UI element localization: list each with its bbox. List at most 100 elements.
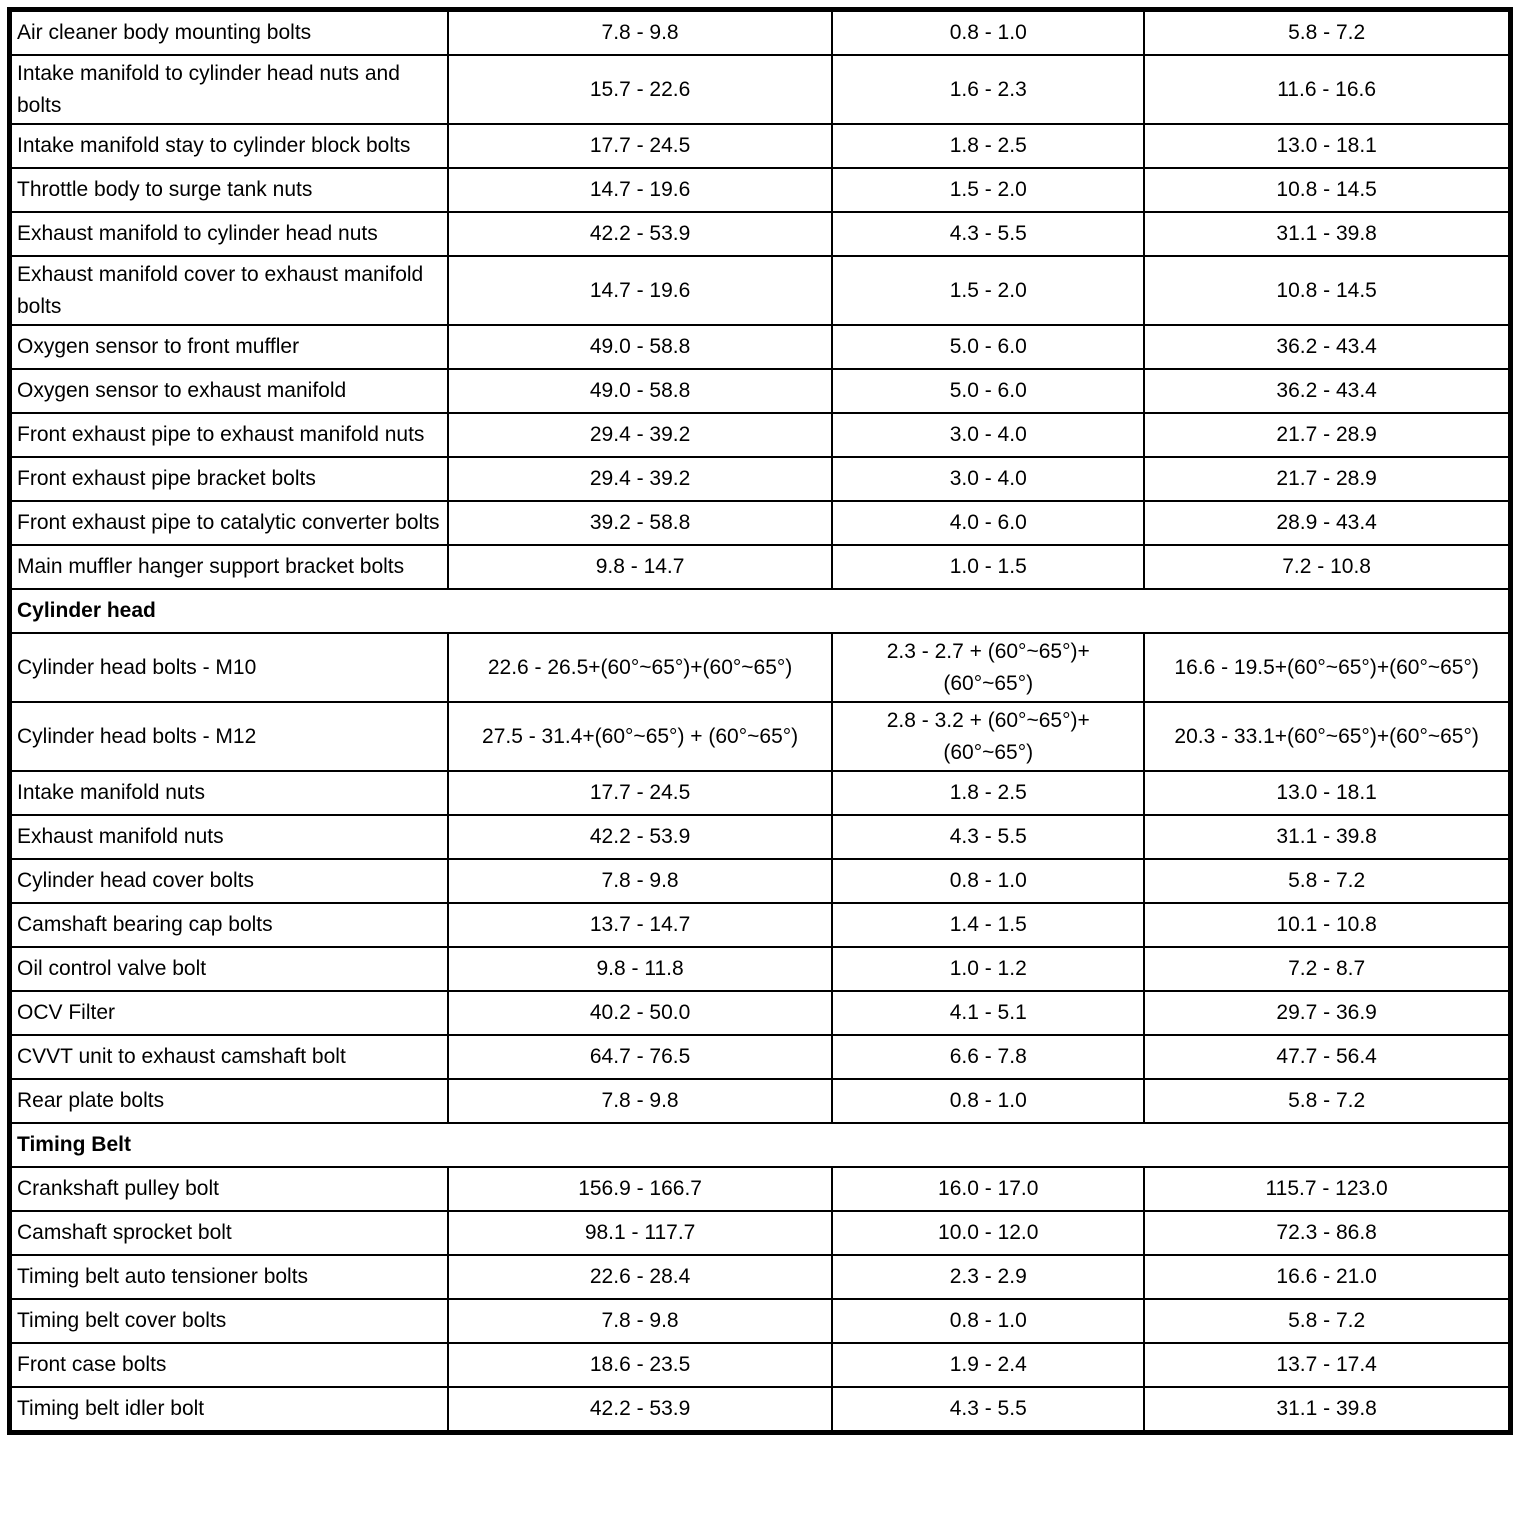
value-cell: 16.0 - 17.0: [831, 1166, 1146, 1212]
spec-row: Intake manifold to cylinder head nuts an…: [8, 54, 1512, 125]
value-cell: 27.5 - 31.4+(60°~65°) + (60°~65°): [446, 701, 834, 772]
spec-row: Air cleaner body mounting bolts 7.8 - 9.8…: [8, 8, 1512, 56]
value-cell: 13.0 - 18.1: [1143, 770, 1512, 816]
value-cell: 22.6 - 26.5+(60°~65°)+(60°~65°): [446, 632, 834, 703]
spec-row: Camshaft sprocket bolt 98.1 - 117.7 10.0 -…: [8, 1210, 1512, 1256]
value-cell: 9.8 - 11.8: [446, 946, 834, 992]
value-cell: 1.8 - 2.5: [831, 123, 1146, 169]
item-cell: Intake manifold nuts: [8, 770, 449, 816]
item-cell: CVVT unit to exhaust camshaft bolt: [8, 1034, 449, 1080]
value-cell: 6.6 - 7.8: [831, 1034, 1146, 1080]
value-cell: 5.8 - 7.2: [1143, 858, 1512, 904]
value-cell: 21.7 - 28.9: [1143, 412, 1512, 458]
value-cell: 40.2 - 50.0: [446, 990, 834, 1036]
value-cell: 7.2 - 10.8: [1143, 544, 1512, 590]
value-cell: 29.4 - 39.2: [446, 456, 834, 502]
value-cell: 7.8 - 9.8: [446, 1298, 834, 1344]
item-cell: Throttle body to surge tank nuts: [8, 167, 449, 213]
value-cell: 17.7 - 24.5: [446, 123, 834, 169]
section-header-row: Cylinder head: [8, 588, 1512, 634]
value-cell: 9.8 - 14.7: [446, 544, 834, 590]
item-cell: Timing belt cover bolts: [8, 1298, 449, 1344]
item-cell: Front exhaust pipe to catalytic converte…: [8, 500, 449, 546]
item-cell: Main muffler hanger support bracket bolt…: [8, 544, 449, 590]
value-cell: 4.3 - 5.5: [831, 814, 1146, 860]
item-cell: Front case bolts: [8, 1342, 449, 1388]
item-cell: Oxygen sensor to exhaust manifold: [8, 368, 449, 414]
value-cell: 13.7 - 14.7: [446, 902, 834, 948]
item-cell: Oil control valve bolt: [8, 946, 449, 992]
value-cell: 1.0 - 1.2: [831, 946, 1146, 992]
value-cell: 2.8 - 3.2 + (60°~65°)+ (60°~65°): [831, 701, 1146, 772]
spec-row: Exhaust manifold to cylinder head nuts 42…: [8, 211, 1512, 257]
value-cell: 13.0 - 18.1: [1143, 123, 1512, 169]
value-cell: 10.0 - 12.0: [831, 1210, 1146, 1256]
item-cell: Camshaft sprocket bolt: [8, 1210, 449, 1256]
item-cell: Exhaust manifold nuts: [8, 814, 449, 860]
value-cell: 2.3 - 2.9: [831, 1254, 1146, 1300]
item-cell: Camshaft bearing cap bolts: [8, 902, 449, 948]
item-cell: Timing belt idler bolt: [8, 1386, 449, 1434]
value-cell: 5.0 - 6.0: [831, 324, 1146, 370]
spec-row: Oil control valve bolt 9.8 - 11.8 1.0 - 1.…: [8, 946, 1512, 992]
spec-row: CVVT unit to exhaust camshaft bolt 64.7 -…: [8, 1034, 1512, 1080]
value-cell: 10.1 - 10.8: [1143, 902, 1512, 948]
value-cell: 18.6 - 23.5: [446, 1342, 834, 1388]
spec-row: Crankshaft pulley bolt 156.9 - 166.7 16.0 …: [8, 1166, 1512, 1212]
spec-row: Front exhaust pipe to catalytic converte…: [8, 500, 1512, 546]
value-cell: 42.2 - 53.9: [446, 211, 834, 257]
spec-row: Cylinder head bolts - M12 27.5 - 31.4+(60…: [8, 701, 1512, 772]
value-cell: 72.3 - 86.8: [1143, 1210, 1512, 1256]
item-cell: Oxygen sensor to front muffler: [8, 324, 449, 370]
value-cell: 7.8 - 9.8: [446, 858, 834, 904]
value-cell: 16.6 - 19.5+(60°~65°)+(60°~65°): [1143, 632, 1512, 703]
item-cell: Rear plate bolts: [8, 1078, 449, 1124]
spec-row: Oxygen sensor to front muffler 49.0 - 58.…: [8, 324, 1512, 370]
value-cell: 15.7 - 22.6: [446, 54, 834, 125]
spec-row: Timing belt auto tensioner bolts 22.6 - 2…: [8, 1254, 1512, 1300]
value-cell: 4.1 - 5.1: [831, 990, 1146, 1036]
value-cell: 2.3 - 2.7 + (60°~65°)+ (60°~65°): [831, 632, 1146, 703]
spec-row: Throttle body to surge tank nuts 14.7 - 1…: [8, 167, 1512, 213]
value-cell: 14.7 - 19.6: [446, 167, 834, 213]
value-cell: 1.8 - 2.5: [831, 770, 1146, 816]
value-cell: 1.5 - 2.0: [831, 167, 1146, 213]
value-cell: 4.3 - 5.5: [831, 211, 1146, 257]
value-cell: 0.8 - 1.0: [831, 1078, 1146, 1124]
item-cell: Air cleaner body mounting bolts: [8, 8, 449, 56]
torque-table-body: Air cleaner body mounting bolts 7.8 - 9.8…: [8, 8, 1512, 1434]
document-page: Air cleaner body mounting bolts 7.8 - 9.8…: [7, 7, 1513, 1435]
value-cell: 47.7 - 56.4: [1143, 1034, 1512, 1080]
value-cell: 7.8 - 9.8: [446, 8, 834, 56]
torque-spec-table: Air cleaner body mounting bolts 7.8 - 9.8…: [7, 7, 1513, 1435]
section-header-label: Cylinder head: [8, 588, 1512, 634]
spec-row: Main muffler hanger support bracket bolt…: [8, 544, 1512, 590]
value-cell: 3.0 - 4.0: [831, 456, 1146, 502]
value-cell: 5.0 - 6.0: [831, 368, 1146, 414]
value-cell: 31.1 - 39.8: [1143, 211, 1512, 257]
value-cell: 42.2 - 53.9: [446, 1386, 834, 1434]
value-cell: 42.2 - 53.9: [446, 814, 834, 860]
value-cell: 4.0 - 6.0: [831, 500, 1146, 546]
spec-row: Front exhaust pipe to exhaust manifold n…: [8, 412, 1512, 458]
value-cell: 39.2 - 58.8: [446, 500, 834, 546]
item-cell: Front exhaust pipe bracket bolts: [8, 456, 449, 502]
value-cell: 16.6 - 21.0: [1143, 1254, 1512, 1300]
value-cell: 0.8 - 1.0: [831, 1298, 1146, 1344]
spec-row: Timing belt cover bolts 7.8 - 9.8 0.8 - 1.…: [8, 1298, 1512, 1344]
value-cell: 1.9 - 2.4: [831, 1342, 1146, 1388]
section-header-label: Timing Belt: [8, 1122, 1512, 1168]
value-cell: 0.8 - 1.0: [831, 858, 1146, 904]
value-cell: 28.9 - 43.4: [1143, 500, 1512, 546]
item-cell: Exhaust manifold to cylinder head nuts: [8, 211, 449, 257]
item-cell: Timing belt auto tensioner bolts: [8, 1254, 449, 1300]
value-cell: 0.8 - 1.0: [831, 8, 1146, 56]
value-cell: 36.2 - 43.4: [1143, 368, 1512, 414]
value-cell: 49.0 - 58.8: [446, 368, 834, 414]
value-cell: 20.3 - 33.1+(60°~65°)+(60°~65°): [1143, 701, 1512, 772]
spec-row: Cylinder head cover bolts 7.8 - 9.8 0.8 - …: [8, 858, 1512, 904]
value-cell: 13.7 - 17.4: [1143, 1342, 1512, 1388]
item-cell: OCV Filter: [8, 990, 449, 1036]
value-cell: 36.2 - 43.4: [1143, 324, 1512, 370]
value-cell: 22.6 - 28.4: [446, 1254, 834, 1300]
